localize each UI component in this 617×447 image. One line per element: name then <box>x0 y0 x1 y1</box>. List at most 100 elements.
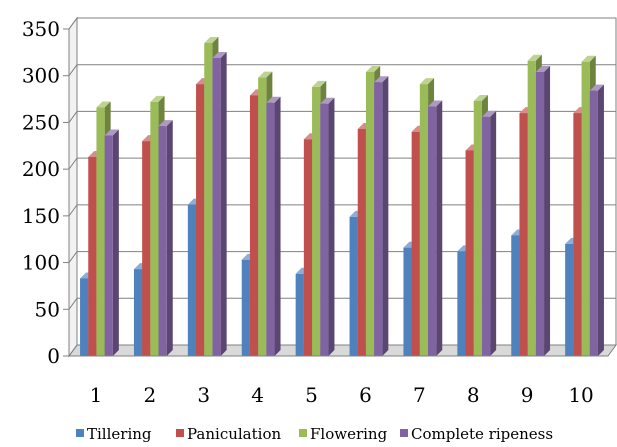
bar-front-face <box>241 259 250 356</box>
legend-swatch <box>299 429 307 437</box>
bar-front-face <box>573 113 582 356</box>
bar-top-face <box>428 100 443 107</box>
bar-side-face <box>220 51 227 356</box>
gridline-depth <box>68 251 78 263</box>
bar-front-face <box>511 235 520 356</box>
bar-side-face <box>274 96 281 357</box>
bar-top-face <box>473 94 488 101</box>
x-tick-label: 4 <box>251 383 264 407</box>
y-tick-label: 0 <box>47 344 60 368</box>
bar-front-face <box>104 135 113 356</box>
bar-complete-ripeness-9 <box>535 65 551 356</box>
bar-side-face <box>597 84 604 357</box>
legend-label: Complete ripeness <box>411 425 553 443</box>
bar-front-face <box>403 247 412 356</box>
x-tick-label: 7 <box>413 383 426 407</box>
y-tick-label: 50 <box>35 297 60 321</box>
bar-front-face <box>133 269 143 356</box>
bar-front-face <box>187 204 197 356</box>
x-tick-label: 9 <box>521 383 534 407</box>
gridline-depth <box>68 17 78 30</box>
bar-front-face <box>80 278 89 356</box>
x-tick-label: 2 <box>143 383 156 407</box>
bar-side-face <box>328 97 335 356</box>
gridline-depth <box>68 157 78 170</box>
bar-front-face <box>295 273 304 356</box>
bar-front-face <box>357 128 366 356</box>
x-tick-label: 5 <box>305 383 318 407</box>
legend-label: Tillering <box>87 425 152 443</box>
bar-front-face <box>142 141 151 356</box>
y-tick-label: 300 <box>22 64 60 88</box>
bar-front-face <box>473 100 482 356</box>
bar-top-face <box>158 120 173 127</box>
legend-swatch <box>176 429 184 437</box>
bar-top-face <box>365 65 381 72</box>
bar-top-face <box>581 55 596 62</box>
bar-front-face <box>258 77 267 356</box>
bar-side-face <box>544 65 551 356</box>
gridline-depth <box>68 344 78 357</box>
bar-front-face <box>349 216 358 356</box>
bar-top-face <box>374 76 389 83</box>
bar-front-face <box>266 102 275 357</box>
bar-complete-ripeness-6 <box>374 76 389 357</box>
bar-top-face <box>419 78 435 85</box>
gridline-depth <box>68 204 78 217</box>
bars-group <box>80 37 604 357</box>
bar-front-face <box>589 90 598 357</box>
bar-front-face <box>312 86 321 356</box>
bar-front-face <box>565 243 574 356</box>
bar-top-face <box>320 97 335 104</box>
bar-front-face <box>581 61 590 356</box>
bar-top-face <box>527 54 542 61</box>
bar-front-face <box>158 126 167 356</box>
gridline-depth <box>68 111 78 123</box>
y-tick-label: 350 <box>22 17 60 41</box>
bar-front-face <box>535 71 545 356</box>
legend-item-flowering: Flowering <box>299 425 388 443</box>
bar-front-face <box>411 131 420 356</box>
bar-complete-ripeness-1 <box>104 129 119 356</box>
bar-complete-ripeness-8 <box>481 110 497 356</box>
bar-side-face <box>166 120 173 356</box>
bar-side-face <box>382 76 389 357</box>
bar-top-face <box>266 96 281 103</box>
bar-complete-ripeness-4 <box>266 96 281 357</box>
bar-front-face <box>88 156 97 356</box>
bar-front-face <box>428 106 437 356</box>
bar-front-face <box>481 116 491 356</box>
bar-top-face <box>96 101 111 108</box>
bar-top-face <box>258 71 273 78</box>
bar-front-face <box>96 107 105 356</box>
bar-front-face <box>527 60 536 356</box>
plot-side-wall <box>68 16 78 358</box>
bar-side-face <box>436 100 443 356</box>
bar-front-face <box>365 71 375 356</box>
bar-front-face <box>465 150 474 356</box>
bar-front-face <box>204 43 213 357</box>
x-tick-label: 6 <box>359 383 372 407</box>
bar-front-face <box>150 101 159 356</box>
bar-top-face <box>204 37 219 44</box>
bar-top-face <box>104 129 119 136</box>
x-tick-label: 10 <box>568 383 593 407</box>
gridline-depth <box>68 64 78 77</box>
legend: Tillering Paniculation Flowering Complete r… <box>76 425 553 443</box>
bar-top-face <box>589 84 604 91</box>
x-tick-label: 8 <box>467 383 480 407</box>
gridline-depth <box>68 297 78 310</box>
bar-side-face <box>112 129 119 356</box>
bar-top-face <box>312 80 327 87</box>
bar-front-face <box>374 82 383 357</box>
bar-front-face <box>212 57 221 356</box>
legend-label: Paniculation <box>187 425 281 443</box>
bar-top-face <box>150 95 165 102</box>
bar-front-face <box>196 84 205 356</box>
bar-complete-ripeness-5 <box>320 97 335 356</box>
legend-swatch <box>76 429 84 437</box>
bar-front-face <box>519 113 528 356</box>
legend-item-tillering: Tillering <box>76 425 152 443</box>
bar-complete-ripeness-10 <box>589 84 604 357</box>
